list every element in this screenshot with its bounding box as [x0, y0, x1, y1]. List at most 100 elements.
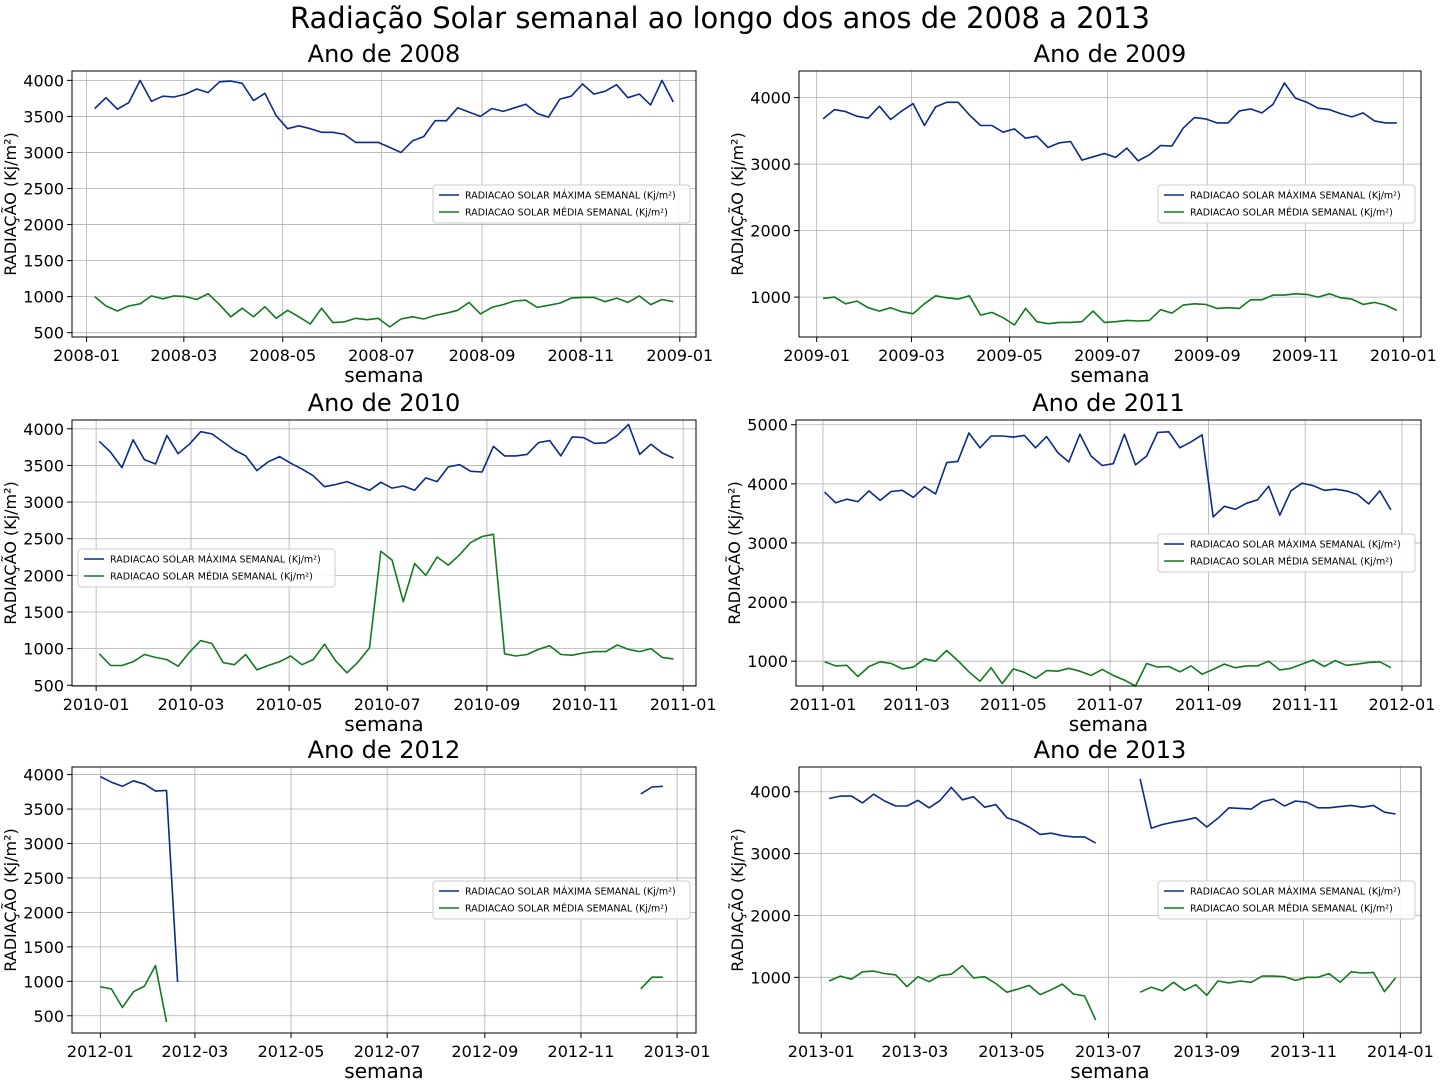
y-tick-label: 2000	[23, 216, 64, 235]
x-axis-label: semana	[344, 1059, 423, 1080]
legend-entry: RADIACAO SOLAR MÁXIMA SEMANAL (Kj/m²)	[465, 886, 676, 898]
y-tick-label: 2500	[23, 180, 64, 199]
chart-title: Ano de 2008	[308, 40, 461, 68]
y-tick-label: 3000	[750, 155, 791, 174]
y-tick-label: 2000	[750, 222, 791, 241]
series-line-max	[100, 775, 663, 983]
legend-entry: RADIACAO SOLAR MÉDIA SEMANAL (Kj/m²)	[1190, 903, 1393, 915]
x-axis-label: semana	[1070, 363, 1149, 387]
x-tick-label: 2012-07	[354, 1042, 421, 1061]
y-tick-label: 3000	[23, 834, 64, 853]
y-tick-label: 3500	[23, 107, 64, 126]
plot-frame	[71, 70, 697, 338]
x-tick-label: 2009-01	[783, 346, 850, 365]
x-tick-label: 2013-01	[788, 1042, 855, 1061]
chart-title: Ano de 2012	[308, 736, 461, 764]
series-line-max	[828, 778, 1396, 844]
legend-entry: RADIACAO SOLAR MÉDIA SEMANAL (Kj/m²)	[110, 571, 313, 583]
x-tick-label: 2013-05	[978, 1042, 1045, 1061]
chart-title: Ano de 2010	[308, 389, 461, 417]
chart-panel-5: 1000 2000 3000 4000 2013-01 2013-03 2013-05 201…	[728, 736, 1434, 1080]
y-tick-label: 500	[33, 324, 64, 343]
legend-box	[432, 184, 691, 224]
x-tick-label: 2009-05	[976, 346, 1043, 365]
x-tick-label: 2011-01	[790, 695, 857, 714]
y-tick-label: 1000	[23, 640, 64, 659]
legend-box	[1157, 880, 1416, 920]
chart-panel-0: 500 1000 1500 2000 2500 3000 3500 4000 2008-01 20…	[1, 40, 713, 387]
x-tick-label: 2010-09	[453, 695, 520, 714]
y-tick-label: 1000	[750, 968, 791, 987]
series-line-max	[94, 79, 675, 154]
x-tick-label: 2012-01	[1369, 695, 1436, 714]
legend-entry: RADIACAO SOLAR MÁXIMA SEMANAL (Kj/m²)	[465, 190, 676, 202]
y-tick-label: 4000	[23, 420, 64, 439]
plot-frame	[71, 766, 697, 1034]
x-tick-label: 2008-05	[249, 346, 316, 365]
y-tick-label: 4000	[23, 71, 64, 90]
x-tick-label: 2008-01	[53, 346, 120, 365]
legend: RADIACAO SOLAR MÁXIMA SEMANAL (Kj/m²) RAD…	[77, 548, 336, 588]
y-tick-label: 3000	[23, 143, 64, 162]
legend-box	[77, 548, 336, 588]
x-tick-label: 2010-01	[63, 695, 130, 714]
chart-panel-3: 1000 2000 3000 4000 5000 2011-01 2011-03 2011-0…	[725, 389, 1435, 736]
x-tick-label: 2010-03	[158, 695, 225, 714]
y-tick-label: 1000	[750, 288, 791, 307]
y-tick-label: 4000	[23, 766, 64, 785]
y-tick-label: 2000	[23, 903, 64, 922]
x-tick-label: 2012-05	[258, 1042, 325, 1061]
series-line-mean	[828, 964, 1397, 1021]
y-tick-label: 3000	[747, 534, 788, 553]
legend-entry: RADIACAO SOLAR MÁXIMA SEMANAL (Kj/m²)	[1190, 190, 1401, 202]
series-line-max	[98, 423, 674, 492]
y-axis-label: RADIAÇÃO (Kj/m²)	[1, 132, 20, 275]
y-tick-label: 2500	[23, 530, 64, 549]
x-tick-label: 2010-01	[1370, 346, 1437, 365]
x-tick-label: 2010-11	[552, 695, 619, 714]
chart-title: Ano de 2011	[1032, 389, 1185, 417]
x-tick-label: 2012-03	[161, 1042, 228, 1061]
y-tick-label: 1000	[23, 972, 64, 991]
x-tick-label: 2008-03	[150, 346, 217, 365]
x-tick-label: 2010-05	[256, 695, 323, 714]
plot-frame	[795, 419, 1422, 687]
legend-entry: RADIACAO SOLAR MÉDIA SEMANAL (Kj/m²)	[1190, 556, 1393, 568]
chart-title: Ano de 2013	[1034, 736, 1187, 764]
y-tick-label: 3000	[23, 493, 64, 512]
y-tick-label: 1500	[23, 252, 64, 271]
series-line-mean	[100, 964, 663, 1023]
y-tick-label: 4000	[750, 783, 791, 802]
x-tick-label: 2013-11	[1270, 1042, 1337, 1061]
y-tick-label: 5000	[747, 416, 788, 435]
series-line-max	[822, 82, 1397, 162]
x-tick-label: 2012-01	[67, 1042, 134, 1061]
x-tick-label: 2008-11	[547, 346, 614, 365]
series-line-mean	[94, 292, 674, 328]
x-tick-label: 2010-07	[354, 695, 421, 714]
x-tick-label: 2012-09	[451, 1042, 518, 1061]
y-tick-label: 2000	[750, 906, 791, 925]
x-axis-label: semana	[344, 363, 423, 387]
legend-box	[432, 880, 691, 920]
x-tick-label: 2011-09	[1175, 695, 1242, 714]
x-tick-label: 2013-03	[881, 1042, 948, 1061]
x-axis-label: semana	[1069, 712, 1148, 736]
x-tick-label: 2009-07	[1074, 346, 1141, 365]
x-axis-label: semana	[1070, 1059, 1149, 1080]
x-tick-label: 2008-09	[449, 346, 516, 365]
series-line-mean	[824, 649, 1392, 687]
y-tick-label: 1500	[23, 938, 64, 957]
x-tick-label: 2011-07	[1077, 695, 1144, 714]
y-tick-label: 2000	[23, 566, 64, 585]
y-axis-label: RADIAÇÃO (Kj/m²)	[728, 828, 747, 971]
y-tick-label: 1000	[747, 652, 788, 671]
x-tick-label: 2014-01	[1367, 1042, 1434, 1061]
legend-entry: RADIACAO SOLAR MÉDIA SEMANAL (Kj/m²)	[1190, 207, 1393, 219]
y-tick-label: 2000	[747, 593, 788, 612]
y-tick-label: 500	[33, 676, 64, 695]
x-tick-label: 2011-01	[650, 695, 717, 714]
legend-entry: RADIACAO SOLAR MÁXIMA SEMANAL (Kj/m²)	[1190, 539, 1401, 551]
